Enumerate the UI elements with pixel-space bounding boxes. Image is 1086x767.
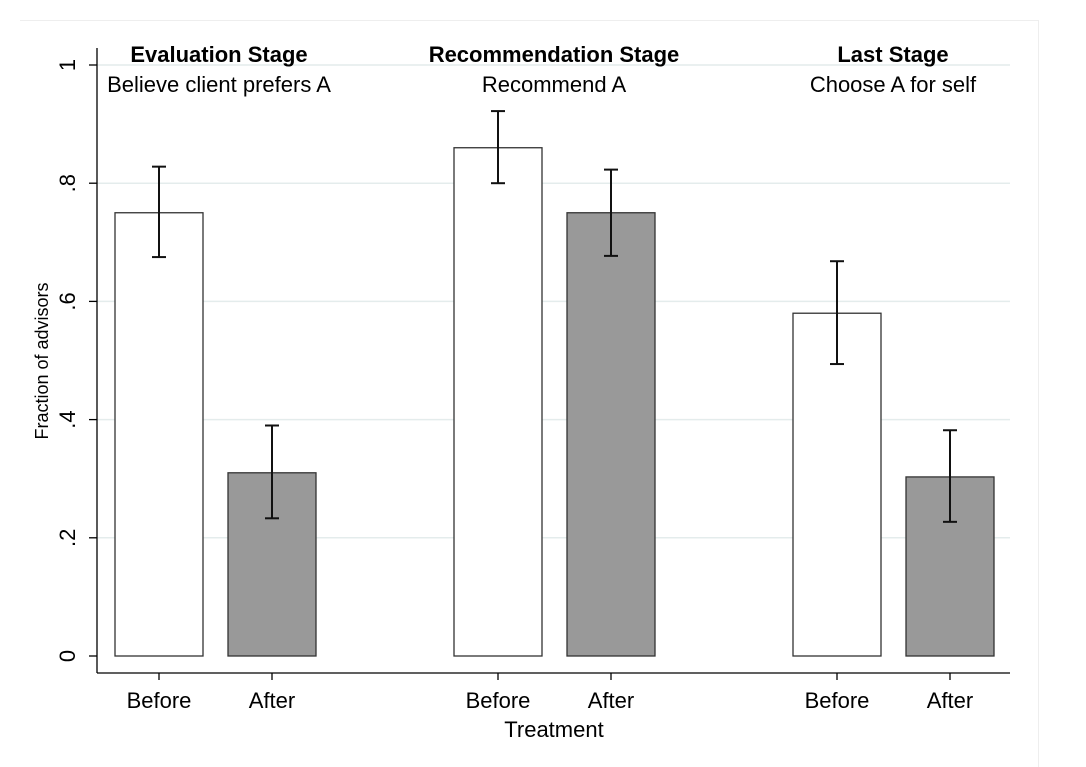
- y-tick-label: .4: [55, 410, 80, 428]
- panel-title: Last Stage: [837, 42, 948, 67]
- panel-subtitle: Recommend A: [482, 72, 627, 97]
- x-tick-label: Before: [805, 688, 870, 713]
- y-tick-label: 0: [55, 650, 80, 662]
- error-bars: [152, 110, 957, 523]
- panel-title: Evaluation Stage: [130, 42, 307, 67]
- labels: Before After Evaluation Stage Believe clien…: [32, 42, 977, 742]
- x-tick-label: Before: [466, 688, 531, 713]
- y-tick-label: .2: [55, 529, 80, 547]
- bar-before: [114, 212, 204, 657]
- x-tick-label: After: [588, 688, 634, 713]
- bars: [114, 147, 995, 657]
- panel-title: Recommendation Stage: [429, 42, 680, 67]
- y-tick-label: .6: [55, 292, 80, 310]
- x-tick-label: After: [927, 688, 973, 713]
- panel-subtitle: Choose A for self: [810, 72, 977, 97]
- x-axis-title: Treatment: [504, 717, 603, 742]
- bar-before: [792, 312, 882, 657]
- x-tick-label: Before: [127, 688, 192, 713]
- bar-after: [566, 212, 656, 657]
- y-axis-title: Fraction of advisors: [32, 282, 52, 439]
- y-tick-label: 1: [55, 59, 80, 71]
- panel-subtitle: Believe client prefers A: [107, 72, 331, 97]
- axes: [89, 48, 1010, 680]
- bar-before: [453, 147, 543, 657]
- y-tick-label: .8: [55, 174, 80, 192]
- x-tick-label: After: [249, 688, 295, 713]
